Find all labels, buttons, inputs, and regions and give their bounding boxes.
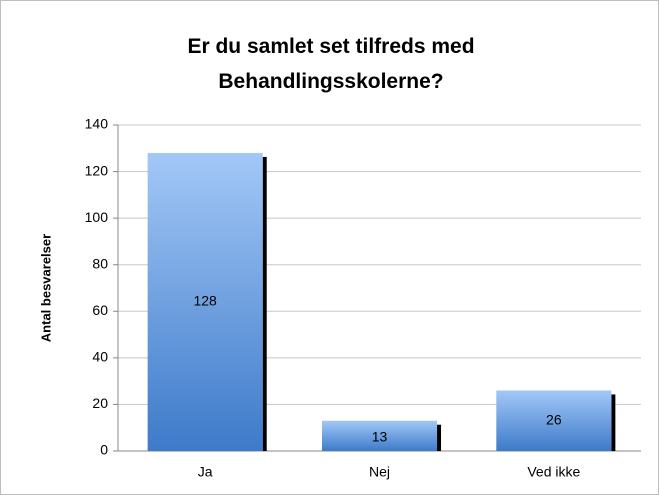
- x-tick-label: Ja: [198, 464, 213, 480]
- y-tick-label: 140: [85, 116, 109, 132]
- chart-title: Er du samlet set tilfreds med Behandling…: [187, 35, 475, 93]
- bar-shadow: [437, 424, 442, 451]
- bar-shadow: [611, 394, 616, 451]
- bar: [496, 390, 612, 451]
- y-tick-label: 80: [92, 255, 108, 271]
- bar-shadow: [262, 156, 267, 451]
- y-tick-label: 0: [100, 442, 108, 458]
- y-tick-label: 20: [92, 395, 108, 411]
- x-tick-label: Ved ikke: [527, 464, 580, 480]
- bar: [321, 420, 438, 451]
- y-tick-label: 60: [92, 302, 108, 318]
- y-axis-label: Antal besvarelser: [38, 234, 53, 342]
- x-tick-label: Nej: [369, 464, 390, 480]
- y-tick-label: 100: [85, 209, 109, 225]
- bar: [147, 152, 263, 451]
- data-label: 13: [372, 429, 388, 445]
- data-label: 128: [193, 293, 217, 309]
- y-tick-label: 120: [85, 162, 109, 178]
- data-label: 26: [546, 411, 562, 427]
- y-tick-label: 40: [92, 349, 108, 365]
